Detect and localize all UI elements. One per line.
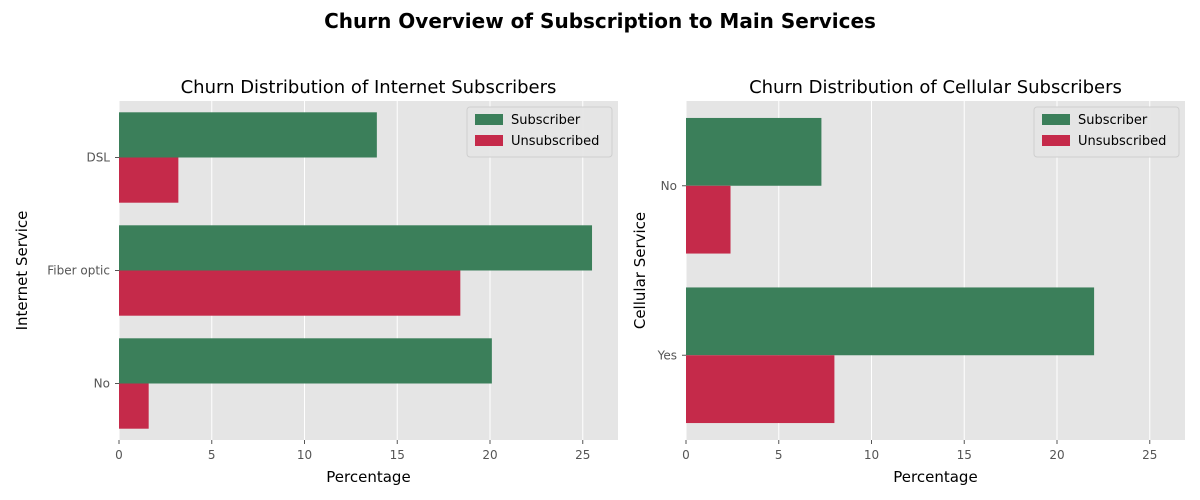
x-tick-label: 0 <box>115 448 123 462</box>
x-tick-label: 5 <box>775 448 783 462</box>
bar-subscriber-yes <box>686 287 1095 356</box>
legend-label-unsubscribed: Unsubscribed <box>1078 134 1166 149</box>
x-axis-label: Percentage <box>893 468 977 486</box>
x-tick-label: 5 <box>208 448 216 462</box>
bar-unsubscribed-no <box>119 383 149 429</box>
legend-swatch-unsubscribed <box>475 135 503 146</box>
legend-label-subscriber: Subscriber <box>1078 113 1148 128</box>
x-tick-label: 25 <box>1142 448 1157 462</box>
x-tick-label: 15 <box>957 448 972 462</box>
y-tick-label: DSL <box>86 151 110 165</box>
chart-2: 0 5 10 15 20 25 No Yes Churn Distribution of Cel… <box>631 77 1185 486</box>
legend-swatch-unsubscribed <box>1042 135 1070 146</box>
y-axis-label: Cellular Service <box>631 212 649 329</box>
bar-unsubscribed-yes <box>686 355 835 424</box>
legend-swatch-subscriber <box>475 114 503 125</box>
bar-unsubscribed-fiber-optic <box>119 270 461 316</box>
legend: Subscriber Unsubscribed <box>1033 106 1180 158</box>
x-axis-label: Percentage <box>326 468 410 486</box>
bar-unsubscribed-dsl <box>119 157 179 203</box>
y-tick-label: Fiber optic <box>47 264 110 278</box>
bar-subscriber-fiber-optic <box>119 225 593 271</box>
x-tick-label: 15 <box>390 448 405 462</box>
legend-label-subscriber: Subscriber <box>511 113 581 128</box>
legend-box <box>1033 106 1180 158</box>
bar-subscriber-dsl <box>119 112 377 158</box>
bar-subscriber-no <box>119 338 492 384</box>
chart-title: Churn Distribution of Cellular Subscribe… <box>749 77 1122 98</box>
chart-1: 0 5 10 15 20 25 DSL Fiber optic No Churn Distribu… <box>13 77 618 486</box>
legend-swatch-subscriber <box>1042 114 1070 125</box>
y-tick-label: No <box>94 377 110 391</box>
bar-subscriber-no <box>686 117 822 186</box>
chart-title: Churn Distribution of Internet Subscribe… <box>181 77 557 98</box>
legend-box <box>466 106 613 158</box>
figure-title: Churn Overview of Subscription to Main S… <box>324 9 876 33</box>
bar-unsubscribed-no <box>686 185 731 254</box>
x-tick-label: 25 <box>575 448 590 462</box>
legend: Subscriber Unsubscribed <box>466 106 613 158</box>
y-tick-label: No <box>661 179 677 193</box>
x-tick-label: 0 <box>682 448 690 462</box>
y-axis-label: Internet Service <box>13 211 31 331</box>
x-tick-label: 10 <box>297 448 312 462</box>
legend-label-unsubscribed: Unsubscribed <box>511 134 599 149</box>
x-tick-label: 10 <box>864 448 879 462</box>
y-tick-label: Yes <box>657 348 677 362</box>
x-tick-label: 20 <box>482 448 497 462</box>
x-tick-label: 20 <box>1049 448 1064 462</box>
